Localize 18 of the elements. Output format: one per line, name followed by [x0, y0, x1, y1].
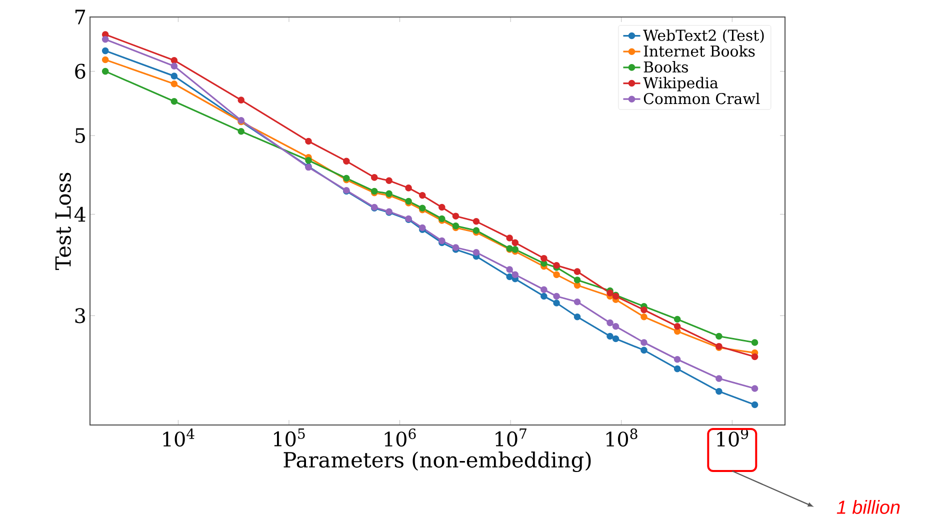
x-axis-title: Parameters (non-embedding) [284, 452, 591, 472]
x-tick-label: 10$^{8}$ [606, 428, 638, 447]
y-tick-label: 4 [74, 206, 86, 222]
x-tick-label: 10$^{4}$ [163, 428, 194, 447]
legend-label: Common Crawl [644, 92, 760, 104]
legend-label: Books [644, 61, 688, 73]
x-tick-label: 10$^{6}$ [384, 428, 416, 447]
legend-label: Wikipedia [643, 76, 718, 92]
y-tick-label: 7 [75, 10, 86, 24]
y-axis-title: Test Loss [55, 172, 71, 270]
text: 1 billion [836, 500, 900, 514]
legend-label: Internet Books [644, 45, 755, 57]
y-tick-label: 3 [75, 308, 86, 324]
x-tick-label: 10$^{7}$ [496, 428, 526, 446]
y-tick-label: 5 [75, 128, 85, 143]
y-tick-label: 6 [75, 64, 86, 79]
legend-label: WebText2 (Test) [643, 29, 764, 44]
x-tick-label: 10$^{5}$ [274, 428, 305, 446]
